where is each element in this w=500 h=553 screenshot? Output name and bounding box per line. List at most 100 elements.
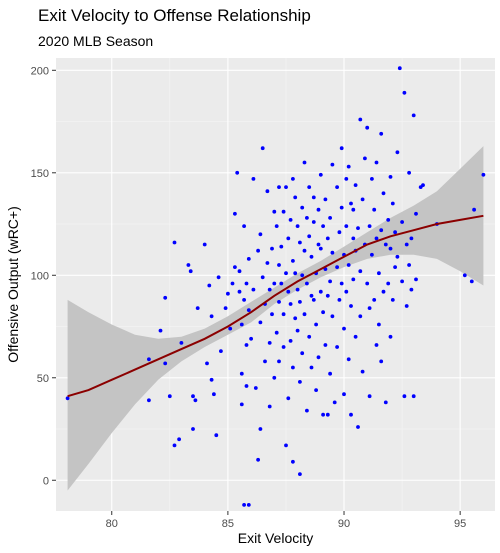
data-point: [330, 250, 335, 255]
data-point: [284, 185, 288, 190]
data-point: [242, 298, 247, 302]
data-point: [172, 240, 177, 245]
data-point: [323, 343, 328, 347]
data-point: [251, 287, 256, 292]
data-point: [239, 371, 244, 376]
data-point: [328, 371, 332, 376]
data-point: [244, 281, 249, 286]
data-point: [281, 345, 286, 349]
data-point: [251, 177, 256, 181]
data-point: [321, 224, 325, 229]
data-point: [249, 336, 254, 341]
data-point: [286, 289, 291, 294]
data-point: [330, 314, 335, 319]
data-point: [377, 271, 381, 276]
data-point: [342, 392, 346, 397]
data-point: [325, 412, 330, 417]
data-point: [360, 197, 365, 202]
data-point: [404, 304, 409, 308]
data-point: [298, 472, 302, 476]
data-point: [390, 298, 395, 302]
data-point: [270, 312, 274, 317]
data-point: [295, 224, 300, 229]
data-point: [311, 220, 316, 224]
y-axis: 0 50 100 150 200: [31, 65, 56, 487]
data-point: [342, 326, 346, 331]
data-point: [337, 298, 342, 302]
data-point: [309, 293, 314, 298]
data-point: [207, 283, 212, 288]
data-point: [242, 503, 247, 507]
data-point: [407, 263, 411, 267]
data-point: [370, 252, 374, 257]
data-point: [323, 197, 328, 202]
data-point: [305, 216, 309, 220]
data-point: [393, 265, 397, 269]
data-point: [409, 236, 414, 241]
data-point: [349, 201, 353, 206]
data-point: [163, 361, 168, 366]
data-point: [344, 177, 349, 181]
data-point: [244, 384, 249, 388]
y-axis-label: Offensive Output (wRC+): [5, 206, 21, 363]
data-point: [346, 164, 351, 169]
data-point: [219, 349, 223, 353]
data-point: [233, 211, 237, 216]
data-point: [379, 359, 384, 364]
data-point: [244, 343, 249, 347]
data-point: [374, 343, 379, 347]
data-point: [188, 269, 193, 274]
x-tick-label: 95: [454, 518, 466, 530]
data-point: [258, 320, 263, 325]
data-point: [186, 263, 191, 267]
data-point: [209, 377, 214, 382]
data-point: [272, 209, 277, 214]
data-point: [316, 242, 321, 247]
data-point: [351, 277, 356, 282]
data-point: [328, 216, 332, 220]
data-points: [65, 66, 486, 507]
data-point: [344, 224, 349, 229]
data-point: [274, 330, 279, 335]
data-point: [288, 302, 293, 306]
data-point: [330, 162, 335, 167]
data-point: [311, 298, 316, 302]
y-tick-label: 100: [31, 270, 49, 282]
data-point: [267, 341, 272, 345]
data-point: [300, 205, 305, 210]
data-point: [351, 207, 356, 212]
data-point: [397, 66, 402, 71]
chart-subtitle: 2020 MLB Season: [38, 33, 154, 49]
data-point: [258, 427, 263, 431]
y-tick-label: 0: [43, 475, 49, 487]
data-point: [356, 226, 360, 231]
data-point: [321, 310, 325, 315]
data-point: [379, 131, 384, 136]
data-point: [325, 236, 330, 241]
data-point: [367, 224, 372, 229]
data-point: [191, 394, 195, 399]
data-point: [302, 160, 307, 165]
data-point: [267, 287, 272, 292]
data-point: [372, 207, 377, 212]
data-point: [277, 300, 281, 304]
grid-minor: [56, 58, 495, 511]
data-point: [314, 388, 318, 392]
data-point: [344, 289, 349, 294]
data-point: [172, 443, 177, 448]
data-point: [195, 306, 200, 310]
data-point: [237, 269, 242, 274]
data-point: [177, 437, 182, 442]
y-tick-label: 150: [31, 168, 49, 180]
data-point: [267, 404, 272, 409]
data-point: [230, 281, 235, 286]
data-point: [383, 242, 388, 247]
data-point: [228, 326, 233, 331]
data-point: [386, 281, 391, 286]
x-tick-label: 90: [338, 518, 350, 530]
data-point: [316, 355, 321, 360]
data-point: [284, 443, 288, 448]
data-point: [402, 394, 407, 399]
x-axis-label: Exit Velocity: [238, 530, 313, 546]
